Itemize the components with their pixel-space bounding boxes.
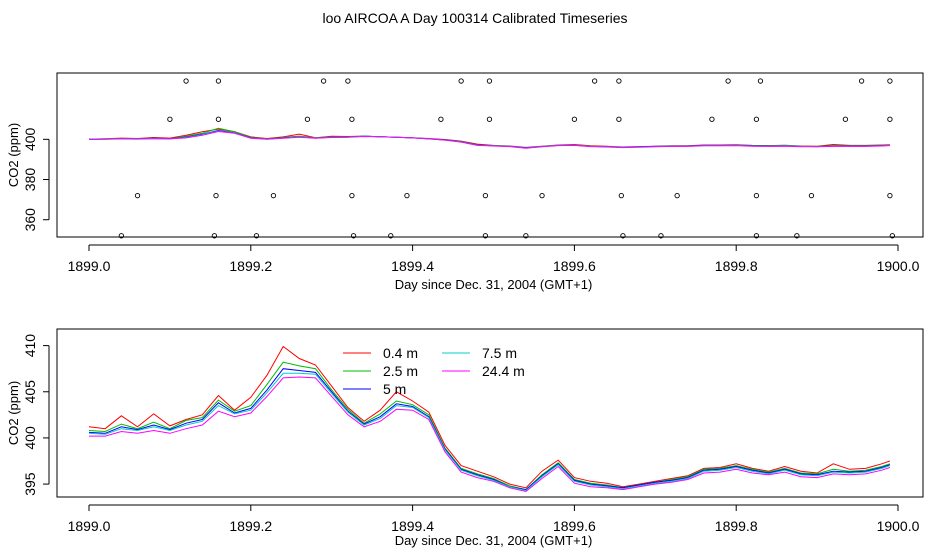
bottom-panel: 1899.0 1899.2 1899.4 1899.6 1899.8 1900.0 395 4… [6, 328, 924, 548]
x-tick-label: 1899.2 [229, 258, 272, 274]
scatter-point [349, 116, 355, 122]
scatter-point [213, 192, 219, 199]
scatter-point [794, 233, 800, 239]
scatter-point [482, 192, 489, 199]
scatter-point [842, 116, 849, 122]
scatter-point [211, 233, 218, 239]
scatter-point [887, 192, 893, 199]
y-tick-label: 380 [22, 168, 38, 192]
scatter-point [350, 233, 357, 239]
series-line-0-4-m [88, 128, 890, 148]
bottom-axes: 1899.0 1899.2 1899.4 1899.6 1899.8 1900.0 395 4… [22, 334, 920, 534]
x-tick-label: 1899.8 [715, 258, 758, 274]
scatter-point [753, 116, 760, 122]
scatter-point [591, 78, 598, 84]
y-tick-label: 405 [22, 380, 38, 404]
scatter-point [486, 78, 493, 84]
top-plot-frame [56, 72, 924, 238]
scatter-point [571, 116, 578, 122]
scatter-point [539, 192, 545, 199]
top-x-axis-label: Day since Dec. 31, 2004 (GMT+1) [395, 277, 593, 292]
scatter-point [618, 192, 624, 199]
scatter-point [709, 116, 715, 122]
scatter-point [304, 116, 311, 122]
scatter-point [253, 233, 260, 239]
y-tick-label: 400 [22, 127, 38, 151]
page-title: loo AIRCOA A Day 100314 Calibrated Times… [322, 10, 628, 26]
series-line-0-4-m [88, 345, 891, 489]
scatter-point [438, 116, 444, 122]
x-tick-label: 1899.0 [68, 258, 111, 274]
series-line-24-4-m [88, 130, 890, 149]
x-tick-label: 1899.6 [553, 258, 596, 274]
scatter-point [320, 78, 327, 84]
x-tick-label: 1900.0 [877, 518, 920, 534]
scatter-point [808, 192, 815, 199]
top-y-axis-label: CO2 (ppm) [6, 123, 21, 187]
bottom-y-axis-label: CO2 (ppm) [6, 381, 21, 445]
scatter-point [388, 233, 394, 239]
scatter-point [620, 233, 626, 239]
scatter-point [616, 116, 622, 122]
scatter-point [616, 78, 622, 84]
x-tick-label: 1899.4 [391, 258, 434, 274]
top-axes: 1899.0 1899.2 1899.4 1899.6 1899.8 1900.0 360 3… [22, 127, 920, 274]
series-line-7-5-m [88, 372, 891, 492]
x-tick-label: 1899.2 [229, 518, 272, 534]
legend-label: 0.4 m [383, 345, 418, 361]
scatter-point [858, 78, 865, 84]
x-tick-label: 1899.4 [391, 518, 434, 534]
scatter-point [183, 78, 189, 84]
scatter-point [167, 116, 173, 122]
bottom-plot-marks [88, 345, 891, 493]
scatter-point [753, 233, 760, 239]
y-tick-label: 360 [22, 208, 38, 232]
scatter-point [349, 192, 355, 199]
x-tick-label: 1899.0 [68, 518, 111, 534]
scatter-point [458, 78, 464, 84]
legend-label: 5 m [383, 381, 406, 397]
y-tick-label: 395 [22, 472, 38, 496]
bottom-x-axis-label: Day since Dec. 31, 2004 (GMT+1) [395, 533, 593, 548]
scatter-point [753, 192, 760, 199]
y-tick-label: 410 [22, 334, 38, 358]
scatter-point [887, 78, 893, 84]
scatter-point [134, 192, 141, 199]
legend-label: 7.5 m [482, 345, 517, 361]
series-line-24-4-m [89, 376, 891, 493]
legend: 0.4 m 2.5 m 5 m 7.5 m 24.4 m [343, 345, 525, 397]
series-line-2-5-m [88, 127, 890, 149]
x-tick-label: 1900.0 [877, 258, 920, 274]
scatter-point [270, 192, 277, 199]
top-plot-marks [88, 78, 895, 239]
scatter-point [215, 116, 222, 122]
x-tick-label: 1899.6 [553, 518, 596, 534]
scatter-point [482, 233, 489, 239]
scatter-point [345, 78, 351, 84]
top-panel: 1899.0 1899.2 1899.4 1899.6 1899.8 1900.0 360 3… [6, 72, 924, 292]
scatter-point [887, 116, 893, 122]
scatter-point [404, 192, 410, 199]
bottom-plot-frame [56, 328, 924, 498]
x-tick-label: 1899.8 [715, 518, 758, 534]
legend-label: 2.5 m [383, 363, 418, 379]
scatter-point [118, 233, 125, 239]
series-line-5-m [88, 368, 891, 491]
scatter-point [725, 78, 731, 84]
y-tick-label: 400 [22, 426, 38, 450]
series-line-2-5-m [88, 361, 891, 491]
scatter-point [658, 233, 664, 239]
scatter-point [215, 78, 222, 84]
scatter-point [757, 78, 764, 84]
scatter-point [523, 233, 529, 239]
scatter-point [674, 192, 680, 199]
scatter-point [889, 233, 895, 239]
legend-label: 24.4 m [482, 363, 525, 379]
scatter-point [486, 116, 493, 122]
